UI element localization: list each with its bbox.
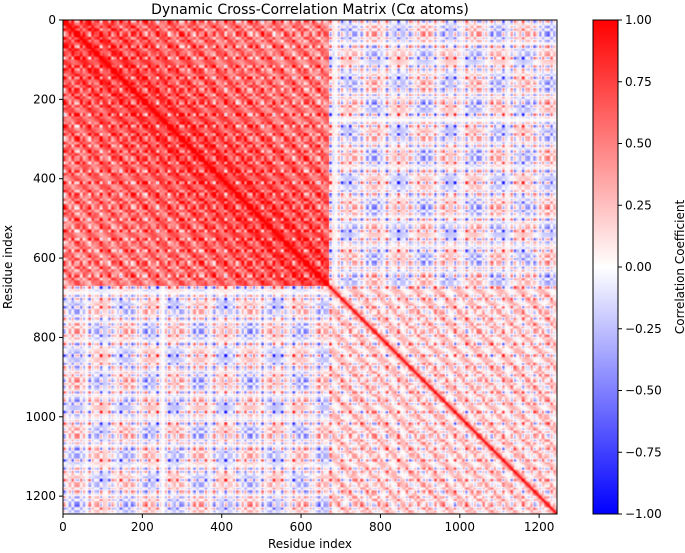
colorbar-tick-label: −0.50 <box>625 384 662 398</box>
x-tick-label: 400 <box>210 520 233 534</box>
y-tick-label: 0 <box>48 13 56 27</box>
x-tick-label: 800 <box>369 520 392 534</box>
colorbar-tick-label: 0.50 <box>625 137 652 151</box>
heatmap-frame <box>62 19 558 515</box>
colorbar-gradient <box>592 19 619 515</box>
colorbar-tick-label: 0.00 <box>625 260 652 274</box>
y-tick-label: 1000 <box>25 410 56 424</box>
y-tick-label: 600 <box>33 251 56 265</box>
x-axis: 0 200 400 600 800 1000 1200 <box>59 514 554 534</box>
colorbar-tick-label: 0.25 <box>625 198 652 212</box>
y-axis: 0 200 400 600 800 1000 1200 <box>25 13 63 503</box>
heatmap-canvas <box>63 20 557 514</box>
colorbar-tick-label: 1.00 <box>625 13 652 27</box>
colorbar-label: Correlation Coefficient <box>673 200 685 335</box>
y-axis-label: Residue index <box>1 225 15 309</box>
colorbar-tick-label: −0.75 <box>625 445 662 459</box>
y-tick-label: 1200 <box>25 489 56 503</box>
colorbar-tick-label: 0.75 <box>625 75 652 89</box>
chart-title: Dynamic Cross-Correlation Matrix (Cα ato… <box>151 2 469 18</box>
colorbar-tick-label: −1.00 <box>625 507 662 521</box>
x-tick-label: 1200 <box>524 520 555 534</box>
x-tick-label: 200 <box>131 520 154 534</box>
x-tick-label: 600 <box>290 520 313 534</box>
x-tick-label: 0 <box>59 520 67 534</box>
y-tick-label: 800 <box>33 330 56 344</box>
x-tick-label: 1000 <box>445 520 476 534</box>
x-axis-label: Residue index <box>268 537 352 551</box>
y-tick-label: 200 <box>33 92 56 106</box>
colorbar-tick-label: −0.25 <box>625 322 662 336</box>
heatmap-area <box>62 19 558 515</box>
colorbar-ticks: 1.00 0.75 0.50 0.25 0.00 −0.25 −0.50 −0.75 −1.00 <box>618 13 662 521</box>
colorbar: 1.00 0.75 0.50 0.25 0.00 −0.25 −0.50 −0.75 −1.00… <box>592 13 685 521</box>
y-tick-label: 400 <box>33 172 56 186</box>
